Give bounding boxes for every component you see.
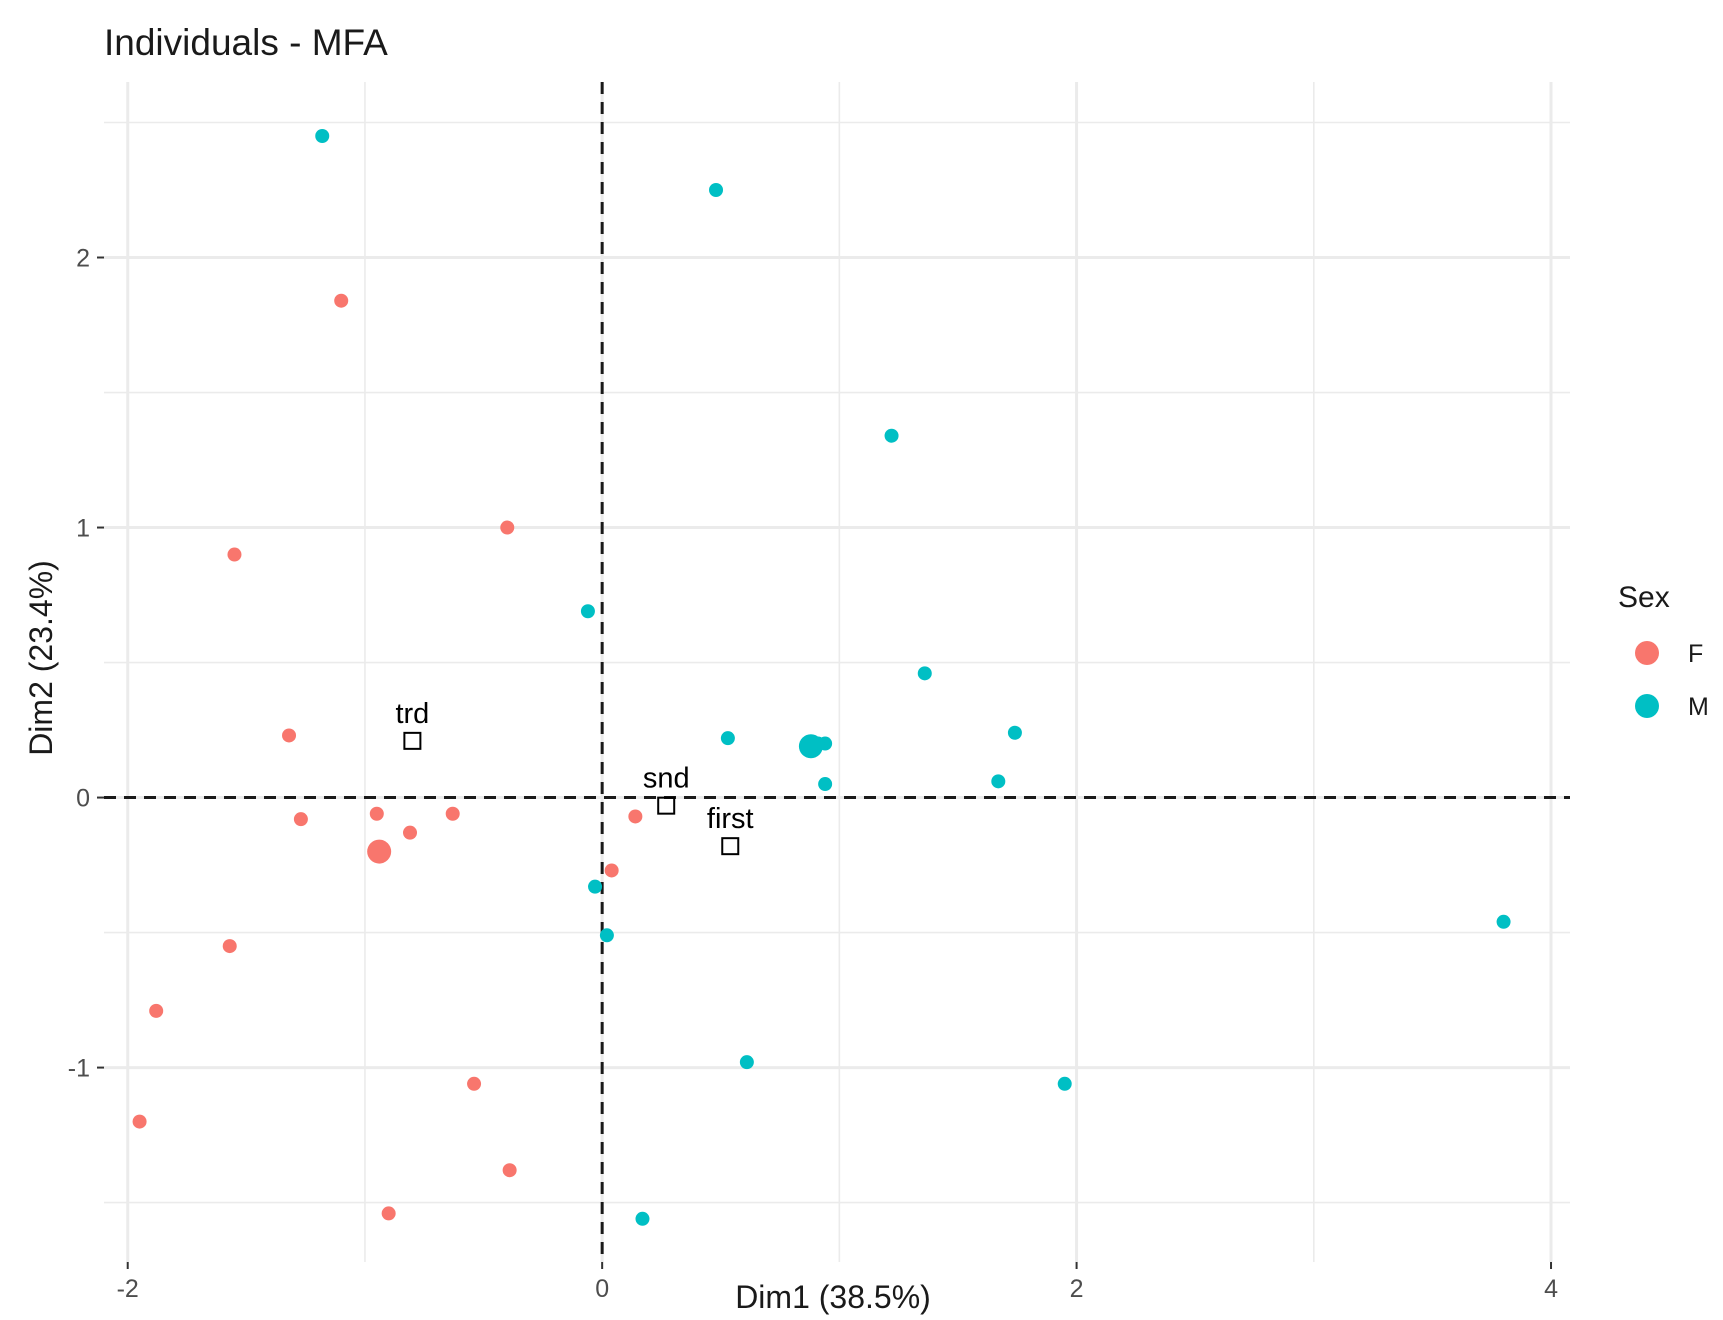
centroid-m <box>798 734 823 759</box>
chart-title: Individuals - MFA <box>104 22 388 63</box>
point-m <box>1007 725 1022 740</box>
point-m <box>588 879 603 894</box>
point-m <box>720 731 735 746</box>
point-f <box>334 293 349 308</box>
x-axis-title: Dim1 (38.5%) <box>735 1279 931 1315</box>
x-tick-label: -2 <box>117 1275 139 1303</box>
point-m <box>1057 1076 1072 1091</box>
legend-label-f: F <box>1688 640 1703 668</box>
legend: Sex FM <box>1618 581 1709 721</box>
reference-lines <box>104 82 1570 1262</box>
point-f <box>604 863 619 878</box>
point-f <box>149 1003 164 1018</box>
point-f <box>403 825 418 840</box>
legend-title: Sex <box>1618 581 1670 614</box>
category-marker-snd <box>657 796 676 815</box>
point-f <box>222 939 237 954</box>
legend-label-m: M <box>1688 693 1709 721</box>
point-m <box>917 666 932 681</box>
point-f <box>132 1114 147 1129</box>
point-f <box>381 1206 396 1221</box>
y-tick-label: 0 <box>76 785 90 813</box>
y-axis-title: Dim2 (23.4%) <box>23 560 59 756</box>
point-m <box>884 428 899 443</box>
category-label-trd: trd <box>395 698 429 730</box>
legend-key-f <box>1635 641 1659 665</box>
grid <box>104 82 1570 1262</box>
centroid-f <box>367 839 392 864</box>
point-m <box>739 1055 754 1070</box>
legend-key-m <box>1635 694 1659 718</box>
category-markers: trd snd first <box>395 698 754 856</box>
x-tick-label: 2 <box>1070 1275 1084 1303</box>
axes: -2 0 2 4 -1 0 1 2 <box>68 245 1558 1303</box>
y-tick-label: 2 <box>76 245 90 273</box>
point-m <box>709 183 724 198</box>
legend-entries: FM <box>1635 640 1709 721</box>
point-f <box>500 520 515 535</box>
point-f <box>282 728 297 743</box>
point-f <box>502 1163 517 1178</box>
y-tick-label: -1 <box>68 1055 90 1083</box>
point-f <box>227 547 242 562</box>
point-m <box>315 129 330 144</box>
point-f <box>369 806 384 821</box>
data-points <box>132 129 1511 1226</box>
point-m <box>599 928 614 943</box>
point-f <box>445 806 460 821</box>
category-label-first: first <box>707 803 754 835</box>
point-f <box>467 1076 482 1091</box>
point-f <box>293 812 308 827</box>
category-marker-trd <box>403 731 422 750</box>
y-tick-label: 1 <box>76 515 90 543</box>
point-m <box>635 1211 650 1226</box>
point-m <box>818 777 833 792</box>
category-label-snd: snd <box>643 763 690 795</box>
x-tick-label: 0 <box>595 1275 609 1303</box>
point-f <box>628 809 643 824</box>
x-tick-label: 4 <box>1544 1275 1558 1303</box>
point-m <box>580 604 595 619</box>
point-m <box>991 774 1006 789</box>
category-marker-first <box>721 837 740 856</box>
point-m <box>1496 914 1511 929</box>
